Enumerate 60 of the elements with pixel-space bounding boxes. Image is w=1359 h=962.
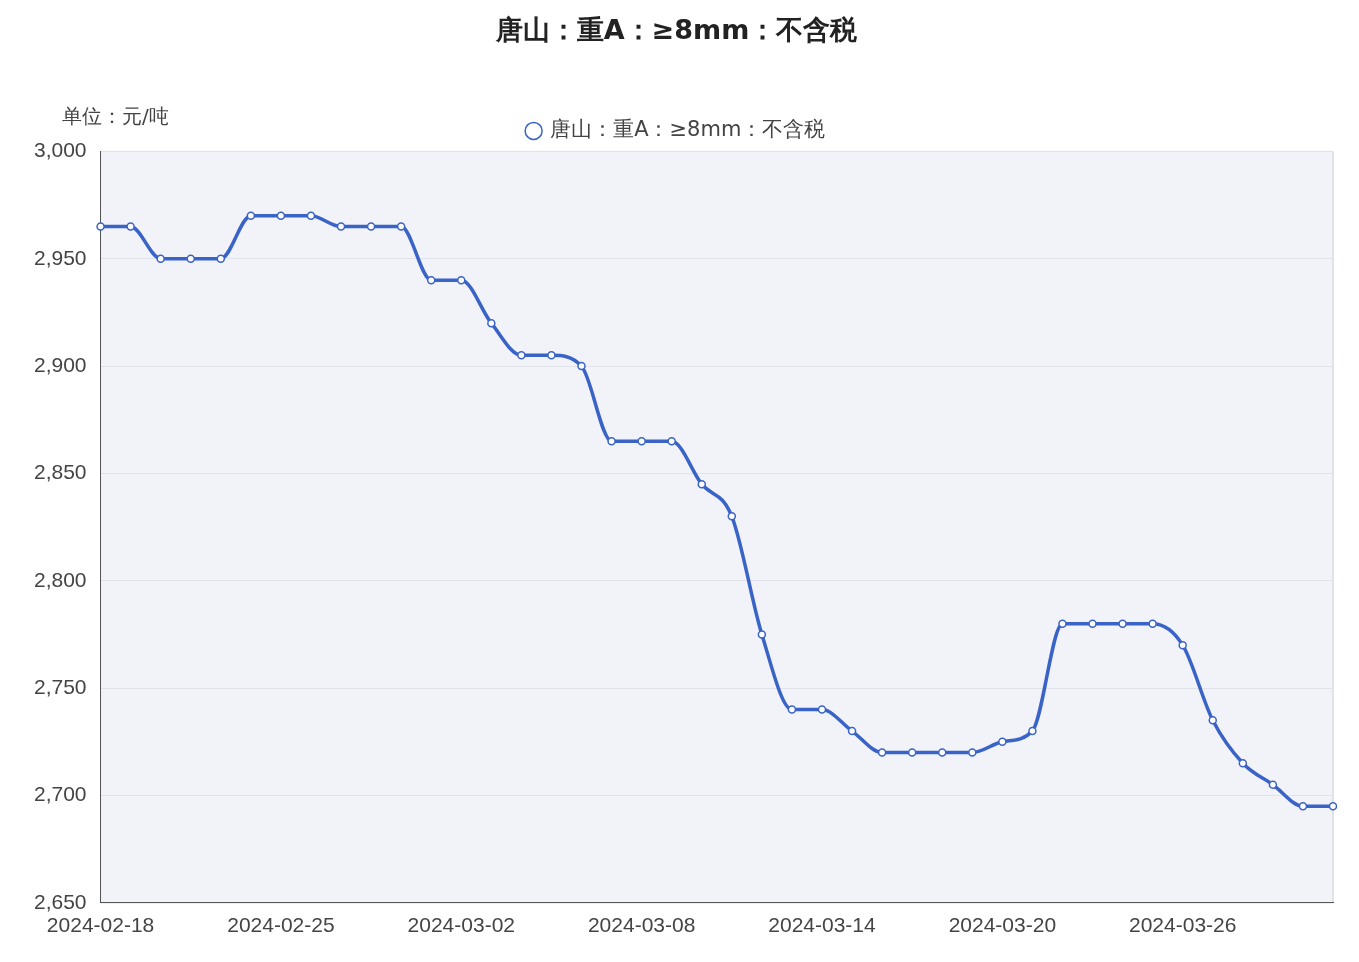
point	[667, 436, 676, 446]
x-tick-label: 2024-02-18	[46, 913, 155, 937]
point	[1088, 619, 1097, 628]
x-tick-label: 2024-03-02	[407, 913, 515, 937]
point	[1298, 801, 1308, 811]
point	[757, 630, 767, 639]
y-tick-label: 2,850	[33, 460, 87, 484]
y-tick-label: 2,650	[33, 889, 87, 913]
x-tick-label: 2024-03-14	[768, 913, 877, 937]
point	[1178, 640, 1187, 650]
point	[336, 222, 346, 231]
point	[1148, 619, 1157, 628]
x-tick-label: 2024-03-20	[948, 913, 1057, 937]
point	[306, 211, 316, 221]
point	[937, 748, 947, 757]
y-axis-title: 单位：元/吨	[62, 103, 169, 128]
point	[968, 748, 977, 757]
y-tick-label: 2,800	[33, 567, 87, 591]
point	[1028, 726, 1037, 736]
point	[396, 222, 406, 231]
point	[817, 705, 827, 714]
point	[156, 254, 165, 263]
point	[577, 361, 586, 371]
point	[998, 737, 1007, 747]
point	[607, 436, 616, 446]
point	[1058, 619, 1067, 628]
point	[1208, 716, 1218, 725]
point	[877, 748, 887, 757]
point	[186, 254, 195, 263]
y-tick-label: 2,700	[33, 782, 87, 806]
y-tick-label: 2,950	[33, 245, 87, 269]
point	[847, 726, 857, 736]
point	[787, 705, 797, 714]
point	[697, 479, 706, 489]
chart-title: 唐山：重A：≥8mm：不含税	[494, 14, 859, 46]
y-tick-label: 3,000	[33, 138, 87, 162]
point	[246, 211, 256, 221]
point	[126, 222, 135, 231]
point	[276, 211, 286, 221]
point	[907, 748, 917, 757]
point	[547, 351, 556, 360]
point	[487, 318, 496, 328]
point	[1268, 780, 1278, 789]
point	[1328, 801, 1338, 811]
x-tick-label: 2024-03-08	[587, 913, 696, 937]
x-tick-label: 2024-02-25	[227, 913, 335, 937]
y-tick-label: 2,900	[33, 352, 87, 376]
point	[637, 436, 646, 446]
y-tick-label: 2,750	[33, 674, 87, 698]
point	[96, 222, 105, 231]
point	[366, 222, 376, 231]
x-tick-label: 2024-03-26	[1128, 913, 1237, 937]
point	[216, 254, 226, 263]
point	[727, 512, 737, 521]
point	[1238, 759, 1248, 768]
point	[1118, 619, 1127, 628]
point	[517, 351, 526, 360]
legend-label: 唐山：重A：≥8mm：不含税	[550, 117, 826, 142]
point	[457, 275, 466, 285]
point	[426, 275, 436, 285]
